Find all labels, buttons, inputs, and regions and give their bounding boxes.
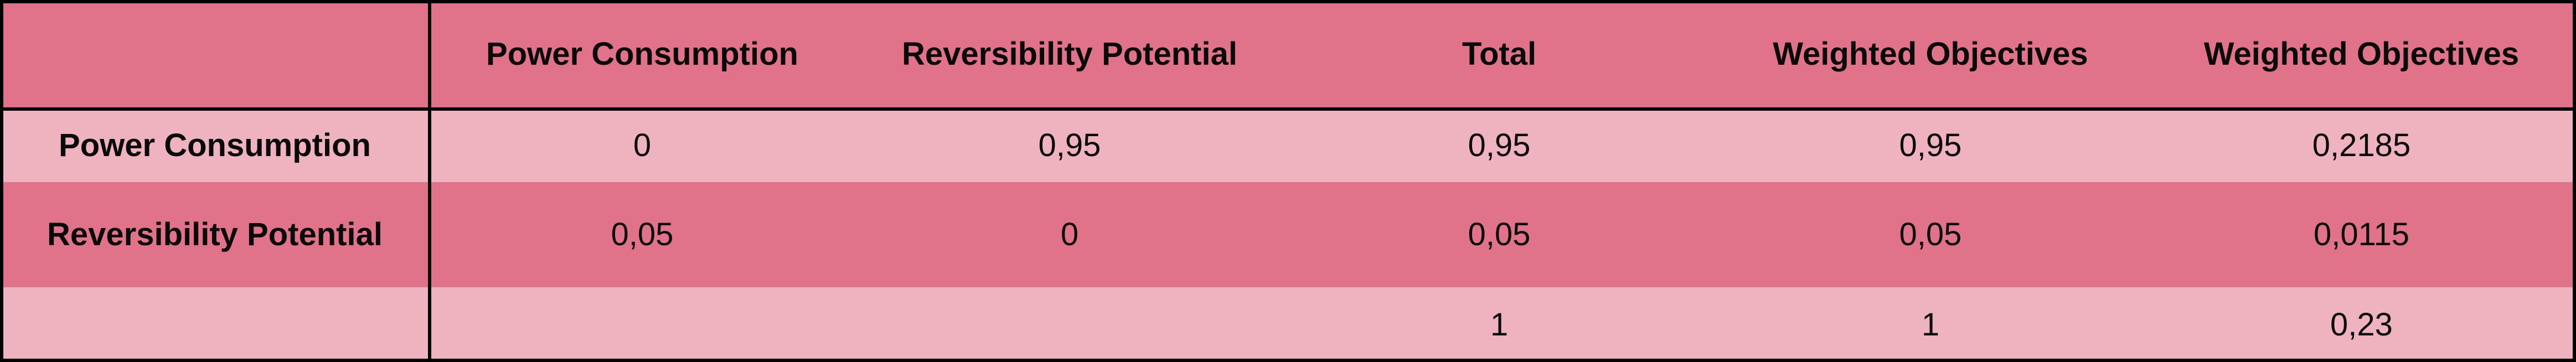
totals-row: 1 1 0,23 [0,287,2576,362]
table-cell: 1 [1284,287,1714,362]
table-cell: 0 [855,182,1284,288]
table-cell [855,287,1284,362]
row-header-divider [428,0,431,362]
header-reversibility-potential: Reversibility Potential [855,0,1284,109]
header-weighted-objectives-1: Weighted Objectives [1714,0,2147,109]
table-cell: 0,05 [1714,182,2147,288]
table-cell: 0 [430,108,855,183]
table-border-bottom [0,359,2576,362]
table-row: Power Consumption 0 0,95 0,95 0,95 0,218… [0,108,2576,183]
table-cell: 0,05 [430,182,855,288]
header-corner-cell [0,0,430,109]
table-row: Reversibility Potential 0,05 0 0,05 0,05… [0,182,2576,288]
row-label-reversibility-potential: Reversibility Potential [0,182,430,288]
table-cell: 0,95 [1284,108,1714,183]
table-cell: 0,23 [2147,287,2576,362]
table-cell: 0,95 [1714,108,2147,183]
column-header-divider [0,107,2576,111]
header-total: Total [1284,0,1714,109]
row-label-totals [0,287,430,362]
row-label-power-consumption: Power Consumption [0,108,430,183]
table-cell: 1 [1714,287,2147,362]
table-border-top [0,0,2576,3]
table-cell: 0,95 [855,108,1284,183]
table-border-right [2573,0,2576,362]
table-cell: 0,0115 [2147,182,2576,288]
table-cell [430,287,855,362]
table-cell: 0,05 [1284,182,1714,288]
header-power-consumption: Power Consumption [430,0,855,109]
header-weighted-objectives-2: Weighted Objectives [2147,0,2576,109]
table-cell: 0,2185 [2147,108,2576,183]
header-row: Power Consumption Reversibility Potentia… [0,0,2576,109]
table-border-left [0,0,3,362]
